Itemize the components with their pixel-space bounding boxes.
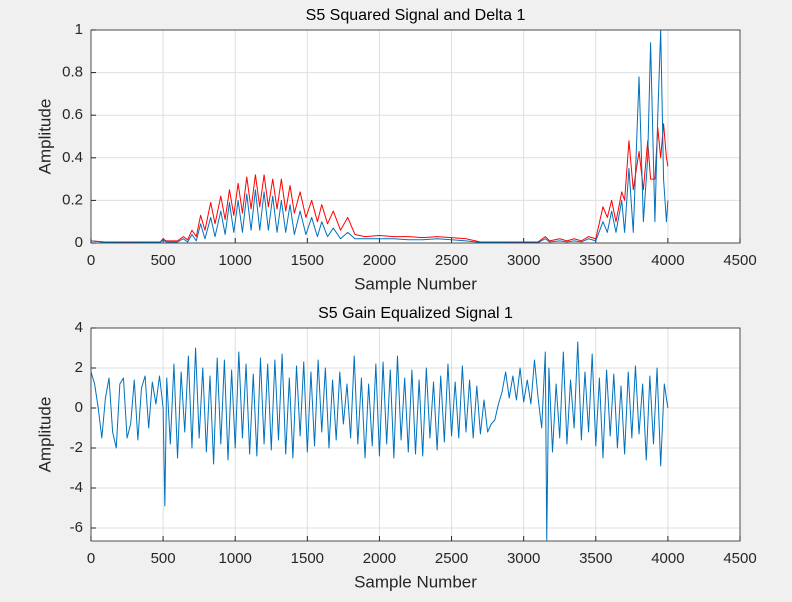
x-tick-label: 4500 <box>723 252 756 269</box>
y-tick-label: 0.6 <box>62 106 83 123</box>
y-tick-label: 4 <box>75 319 83 336</box>
x-tick-label: 500 <box>151 550 176 567</box>
y-axis-label: Amplitude <box>35 397 54 473</box>
x-tick-label: 1500 <box>291 252 324 269</box>
y-tick-label: -2 <box>70 439 83 456</box>
chart-title: S5 Squared Signal and Delta 1 <box>306 7 526 24</box>
x-tick-label: 4000 <box>651 252 684 269</box>
x-tick-label: 4000 <box>651 550 684 567</box>
plot-lines <box>91 30 669 243</box>
x-tick-label: 0 <box>87 252 95 269</box>
data-line <box>91 123 669 243</box>
x-tick-label: 4500 <box>723 550 756 567</box>
y-axis-label: Amplitude <box>35 99 54 175</box>
y-tick-label: 0.8 <box>62 64 83 81</box>
chart-title: S5 Gain Equalized Signal 1 <box>318 305 513 322</box>
x-tick-label: 1500 <box>291 550 324 567</box>
x-tick-label: 2000 <box>363 550 396 567</box>
plot-lines <box>91 341 669 541</box>
x-tick-label: 3000 <box>507 550 540 567</box>
x-tick-label: 3500 <box>579 550 612 567</box>
data-line <box>91 341 669 541</box>
y-tick-label: 0.4 <box>62 149 83 166</box>
x-tick-label: 2500 <box>435 252 468 269</box>
y-tick-label: 0 <box>75 399 83 416</box>
axes-box <box>90 29 741 244</box>
y-tick-label: 2 <box>75 359 83 376</box>
x-tick-label: 1000 <box>219 550 252 567</box>
y-tick-label: 1 <box>75 21 83 38</box>
data-line <box>91 30 669 243</box>
x-tick-label: 3500 <box>579 252 612 269</box>
y-tick-label: -4 <box>70 479 83 496</box>
y-tick-label: 0 <box>75 234 83 251</box>
x-tick-label: 2500 <box>435 550 468 567</box>
axes-box <box>90 327 741 542</box>
y-tick-label: 0.2 <box>62 191 83 208</box>
x-tick-label: 3000 <box>507 252 540 269</box>
x-axis-label: Sample Number <box>354 274 477 293</box>
y-tick-label: -6 <box>70 519 83 536</box>
x-tick-label: 0 <box>87 550 95 567</box>
x-tick-label: 500 <box>151 252 176 269</box>
x-axis-label: Sample Number <box>354 572 477 591</box>
x-tick-label: 1000 <box>219 252 252 269</box>
x-tick-label: 2000 <box>363 252 396 269</box>
